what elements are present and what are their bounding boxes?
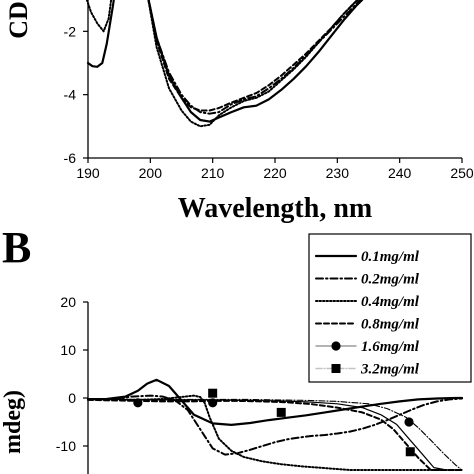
- panel-b-series: [86, 378, 464, 471]
- panel-a-chart: CD 190 200 210 220 230 240 250 -6 -4 -2 Wavelengt…: [4, 0, 474, 224]
- panel-b-series-line-0.4mg/ml: [87, 394, 463, 471]
- panel-b-series-line-1.6mg/ml: [87, 398, 463, 471]
- panel-a-x-tick-label: 240: [388, 165, 412, 181]
- legend-label: 0.2mg/ml: [361, 272, 420, 288]
- panel-a-x-tick-label: 230: [326, 165, 350, 181]
- panel-a-x-tick-label: 250: [450, 165, 474, 181]
- legend-label: 3.2mg/ml: [360, 362, 420, 378]
- panel-b-series-line-0.1mg/ml: [86, 378, 464, 426]
- panel-a-y-tick-label: -4: [64, 87, 77, 103]
- panel-a-x-tick-label: 220: [263, 165, 287, 181]
- panel-a-series: [86, 0, 364, 128]
- series-marker-square: [276, 407, 286, 417]
- legend-box: [308, 233, 472, 383]
- panel-a-x-axis-label: Wavelength, nm: [178, 193, 372, 224]
- legend-label: 1.6mg/ml: [361, 339, 420, 355]
- series-marker-square: [405, 447, 415, 457]
- panel-b-markers: [133, 388, 415, 457]
- panel-a-series-line-dotted: [86, 0, 360, 128]
- series-marker-circle: [133, 398, 143, 408]
- panel-a-y-tick-label: -6: [64, 150, 77, 166]
- panel-a-x-tick-label: 210: [201, 165, 225, 181]
- panel-b-series-line-0.2mg/ml: [87, 394, 463, 456]
- panel-b-y-tick-label: -10: [56, 438, 76, 454]
- panel-a-series-line-dashed: [147, 0, 360, 112]
- panel-b-ticks: -10 0 10 20: [56, 294, 88, 454]
- panel-a-ticks: 190 200 210 220 230 240 250 -6 -4 -2: [64, 23, 474, 181]
- panel-b-y-tick-label: 10: [60, 342, 76, 358]
- legend-label: 0.8mg/ml: [361, 317, 420, 333]
- series-marker-circle: [404, 417, 414, 427]
- panel-b-legend: 0.1mg/ml 0.2mg/ml 0.4mg/ml 0.8mg/ml 1.6mg/ml…: [308, 233, 472, 383]
- series-marker-circle: [208, 398, 218, 408]
- legend-marker-circle: [331, 341, 341, 351]
- panel-b-y-tick-label: 20: [60, 294, 76, 310]
- panel-a-y-axis-label: CD: [4, 1, 33, 39]
- panel-a-y-tick-label: -2: [64, 23, 77, 39]
- panel-b-letter: B: [2, 223, 31, 272]
- series-marker-square: [208, 388, 218, 398]
- panel-b-chart: B mdeg) -10 0 10 20 0.1mg/ml 0.2mg/ml 0.4mg/m…: [0, 223, 472, 474]
- panel-b-y-tick-label: 0: [68, 390, 76, 406]
- panel-a-x-tick-label: 200: [139, 165, 163, 181]
- panel-b-series-line-0.8mg/ml: [87, 398, 463, 471]
- panel-a-series-line-solid: [86, 0, 364, 123]
- legend-marker-square: [331, 364, 341, 373]
- legend-label: 0.1mg/ml: [361, 249, 420, 265]
- panel-a-x-tick-label: 190: [76, 165, 100, 181]
- panel-b-y-axis-label: mdeg): [0, 390, 26, 454]
- legend-label: 0.4mg/ml: [361, 294, 420, 310]
